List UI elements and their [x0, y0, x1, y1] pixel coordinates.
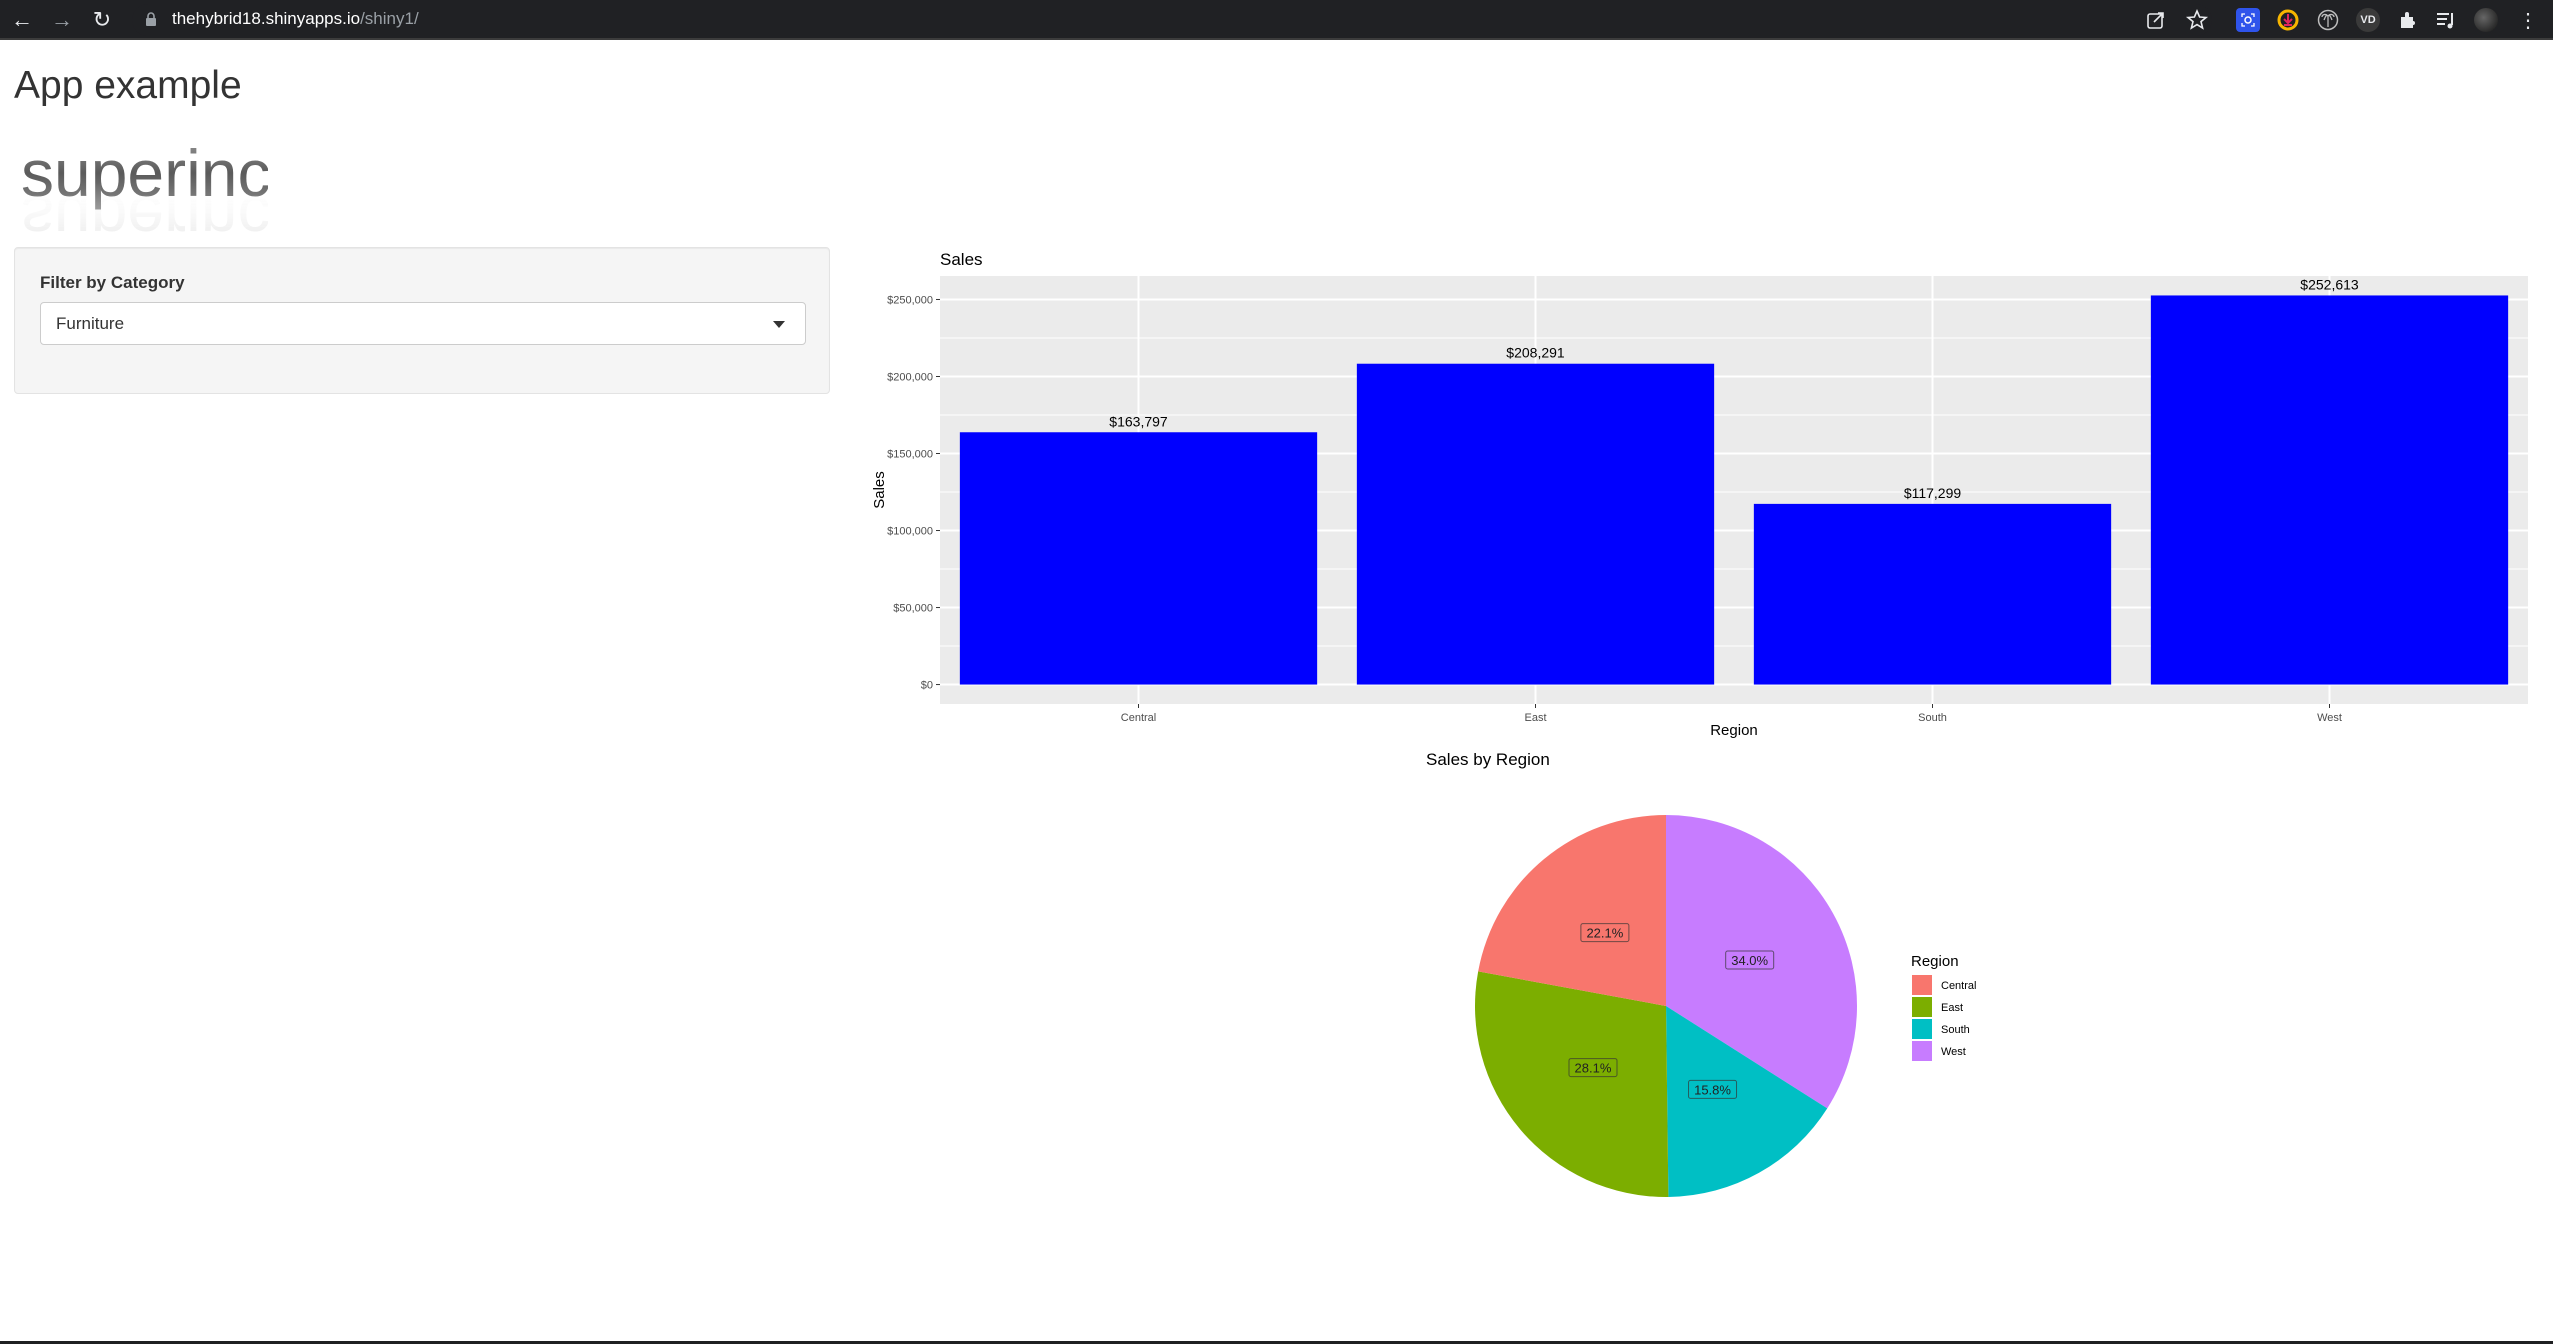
superinc-logo: superinc superinc	[21, 138, 268, 238]
pie-slice-central	[1478, 815, 1666, 1006]
pie-legend: Central East South West	[1912, 975, 1976, 1061]
reload-icon: ↻	[92, 7, 112, 32]
pie-chart-title: Sales by Region	[1426, 750, 1550, 769]
legend-swatch	[1912, 975, 1932, 995]
label-text: 22.1%	[1586, 926, 1623, 941]
x-tick-label: Central	[1121, 712, 1156, 724]
pie-slice-east	[1475, 971, 1669, 1197]
legend-label: South	[1941, 1024, 1970, 1036]
x-tick-label: East	[1524, 712, 1546, 724]
y-tick-label: $50,000	[893, 603, 933, 615]
pie-slice-west	[1666, 815, 1857, 1109]
menu-kebab-icon[interactable]: ⋮	[2518, 9, 2538, 32]
bookmark-star-icon[interactable]	[2185, 8, 2209, 32]
url-host: thehybrid18.shinyapps.io	[172, 9, 361, 28]
y-tick-label: $250,000	[887, 294, 933, 306]
bar-rect	[959, 432, 1318, 685]
pie-labels: 34.0% 15.8% 28.1% 22.1%	[1568, 923, 1775, 1099]
category-select[interactable]: Furniture	[40, 302, 806, 345]
bar-value-label: $208,291	[1506, 345, 1565, 361]
y-tick-label: $150,000	[887, 449, 933, 461]
url-text[interactable]: thehybrid18.shinyapps.io/shiny1/	[172, 9, 419, 29]
address-bar[interactable]	[132, 4, 2212, 36]
legend-item-south: South	[1912, 1019, 1970, 1039]
reload-button[interactable]: ↻	[90, 8, 114, 32]
url-path: /shiny1/	[360, 9, 419, 28]
label-box	[1688, 1079, 1738, 1099]
pie-label-east: 28.1%	[1568, 1058, 1618, 1078]
label-box	[1568, 1058, 1618, 1078]
sales-by-region-pie-chart: Sales by Region 34.0% 15.8% 28.1% 22.1% Reg…	[1426, 750, 1976, 1197]
bar-east: $208,291	[1356, 345, 1715, 685]
category-selected-value: Furniture	[56, 314, 125, 333]
back-button[interactable]: ←	[10, 8, 34, 32]
pie-label-south: 15.8%	[1688, 1079, 1738, 1099]
x-axis: Central East South West	[1121, 704, 2342, 724]
pie-label-west: 34.0%	[1725, 950, 1775, 970]
forward-button[interactable]: →	[50, 8, 74, 32]
label-box	[1725, 950, 1775, 970]
legend-item-east: East	[1912, 997, 1963, 1017]
bar-value-label: $117,299	[1904, 485, 1962, 501]
profile-avatar[interactable]	[2474, 8, 2498, 32]
label-box	[1580, 923, 1630, 943]
legend-label: West	[1941, 1046, 1966, 1058]
y-axis: $0 $50,000 $100,000 $150,000 $200,000 $250,00…	[887, 294, 940, 692]
label-text: 34.0%	[1731, 953, 1768, 968]
taskbar-edge	[0, 1341, 2553, 1344]
bar-value-label: $252,613	[2300, 276, 2359, 292]
x-tick-label: South	[1918, 712, 1947, 724]
bar-rect	[2150, 295, 2509, 685]
bar-south: $117,299	[1753, 485, 2112, 685]
y-tick-label: $200,000	[887, 371, 933, 383]
sidebar-panel: Filter by Category Furniture	[14, 247, 830, 394]
legend-label: East	[1941, 1002, 1963, 1014]
x-tick-label: West	[2317, 712, 2342, 724]
y-tick-label: $0	[921, 680, 933, 692]
download-extension-icon[interactable]	[2276, 8, 2300, 32]
share-icon[interactable]	[2144, 8, 2168, 32]
palm-extension-icon[interactable]	[2316, 8, 2340, 32]
capture-glyph-icon	[2241, 13, 2255, 27]
y-tick-label: $100,000	[887, 526, 933, 538]
legend-item-west: West	[1912, 1041, 1966, 1061]
label-text: 28.1%	[1575, 1061, 1612, 1076]
browser-toolbar: ← → ↻ thehybrid18.shinyapps.io/shiny1/ V…	[0, 0, 2553, 40]
media-playlist-icon[interactable]	[2434, 8, 2458, 32]
label-text: 15.8%	[1694, 1082, 1731, 1097]
chevron-down-icon	[773, 321, 785, 328]
logo-reflection: superinc	[21, 182, 268, 238]
pie-slice-south	[1666, 1006, 1828, 1197]
bar-rect	[1753, 503, 2112, 685]
bar-central: $163,797	[959, 413, 1318, 685]
back-arrow-icon: ←	[11, 7, 33, 32]
legend-label: Central	[1941, 980, 1976, 992]
y-axis-title: Sales	[871, 471, 888, 509]
screen-capture-extension-icon[interactable]	[2236, 8, 2260, 32]
filter-by-category-label: Filter by Category	[40, 273, 185, 292]
page-title: App example	[14, 64, 242, 107]
legend-swatch	[1912, 1019, 1932, 1039]
bar-chart-title: Sales	[940, 250, 983, 269]
lock-icon	[146, 12, 156, 26]
pie-slices	[1475, 815, 1857, 1197]
vd-extension-icon[interactable]: VD	[2356, 8, 2380, 32]
logo-text: superinc	[21, 138, 268, 210]
bar-value-label: $163,797	[1109, 413, 1168, 429]
pie-label-central: 22.1%	[1580, 923, 1630, 943]
bars: $163,797 $208,291 $117,299 $252,613	[959, 276, 2509, 685]
legend-title: Region	[1911, 953, 1959, 970]
legend-swatch	[1912, 1041, 1932, 1061]
sales-bar-chart: Sales $163,797 $208,291 $117,299 $252,613 $…	[871, 250, 2528, 739]
extensions-puzzle-icon[interactable]	[2396, 8, 2420, 32]
bar-rect	[1356, 363, 1715, 685]
legend-swatch	[1912, 997, 1932, 1017]
bar-west: $252,613	[2150, 276, 2509, 685]
x-axis-title: Region	[1710, 722, 1758, 739]
legend-item-central: Central	[1912, 975, 1976, 995]
forward-arrow-icon: →	[51, 7, 73, 32]
